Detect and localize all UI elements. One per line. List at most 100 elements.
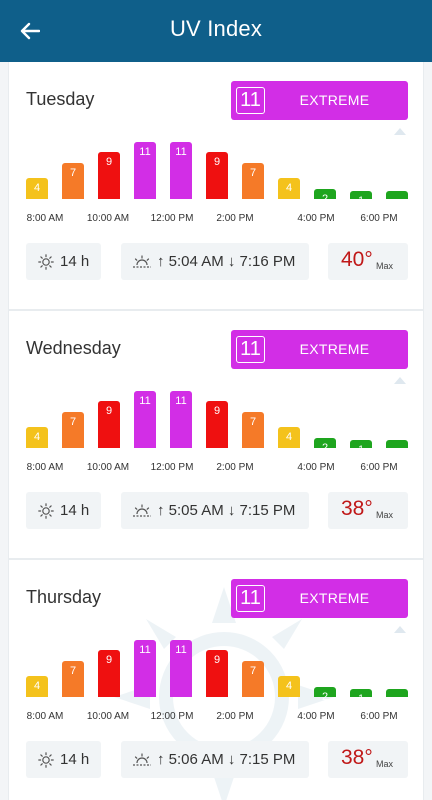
uv-bar (242, 411, 264, 448)
uv-bar (98, 401, 120, 448)
uv-bar-label: 9 (213, 405, 221, 418)
uv-bar (242, 660, 264, 697)
day-card-tuesday[interactable]: Tuesday 11 EXTREME 4 7 9 11 11 9 7 4 2 1 8:00 AM 10… (9, 62, 423, 311)
uv-hours-chip: 14 h (26, 492, 101, 529)
uv-bar (314, 188, 336, 199)
sunrise-sunset-value: ↑ 5:06 AM ↓ 7:15 PM (157, 751, 296, 768)
sun-icon (38, 503, 54, 519)
uv-bar (26, 427, 48, 448)
uv-bar (386, 440, 408, 448)
time-axis-label: 8:00 AM (26, 213, 64, 224)
sunrise-icon (133, 753, 151, 766)
uv-bar-label: 9 (213, 654, 221, 667)
uv-level-badge[interactable]: 11 EXTREME (231, 330, 408, 369)
uv-bar-label: 11 (175, 643, 187, 656)
uv-bar (62, 162, 84, 199)
max-temp-value: 40° (341, 248, 373, 271)
triangle-up-icon (394, 626, 406, 633)
time-axis-label: 8:00 AM (26, 711, 64, 722)
uv-bar (206, 401, 228, 448)
uv-bar (62, 411, 84, 448)
triangle-up-icon (394, 377, 406, 384)
uv-max-value: 11 (236, 336, 265, 363)
uv-bar (350, 191, 372, 199)
uv-level-label: EXTREME (299, 590, 370, 606)
uv-hours-value: 14 h (60, 751, 90, 768)
uv-bar-label: 9 (105, 405, 113, 418)
uv-bar-label: 1 (357, 693, 365, 705)
app-header: UV Index (0, 0, 432, 62)
uv-bar-label: 7 (249, 166, 257, 179)
time-axis-label: 10:00 AM (86, 711, 130, 722)
uv-bar (170, 390, 192, 448)
time-axis-label: 10:00 AM (86, 462, 130, 473)
time-axis-label: 12:00 PM (150, 213, 194, 224)
uv-bar (170, 639, 192, 697)
sunrise-sunset-value: ↑ 5:04 AM ↓ 7:16 PM (157, 253, 296, 270)
uv-level-badge[interactable]: 11 EXTREME (231, 579, 408, 618)
max-temp-label: Max (376, 510, 394, 520)
time-axis-label: 4:00 PM (297, 462, 335, 473)
uv-max-value: 11 (236, 87, 265, 114)
uv-bar-label: 1 (357, 195, 365, 207)
sunrise-sunset-chip: ↑ 5:06 AM ↓ 7:15 PM (121, 741, 309, 778)
uv-bar (26, 178, 48, 199)
uv-bar-label: 7 (69, 664, 77, 677)
sun-icon (38, 752, 54, 768)
uv-bar (98, 650, 120, 697)
uv-bar (314, 686, 336, 697)
uv-bar-label: 9 (105, 654, 113, 667)
uv-bar-label: 9 (105, 156, 113, 169)
card-divider (9, 309, 423, 311)
max-temp-label: Max (376, 759, 394, 769)
max-temp-chip: 40° Max (328, 243, 408, 280)
uv-bar-label: 4 (33, 680, 41, 693)
day-name: Thursday (26, 587, 102, 607)
uv-level-badge[interactable]: 11 EXTREME (231, 81, 408, 120)
uv-hourly-chart: 4 7 9 11 11 9 7 4 2 1 8:00 AM 10:00 AM 12:00 PM 2:00 … (9, 62, 423, 232)
sunrise-icon (133, 255, 151, 268)
uv-bar (62, 660, 84, 697)
uv-bar (26, 676, 48, 697)
uv-max-value: 11 (236, 585, 265, 612)
back-button[interactable] (12, 14, 48, 48)
uv-bar (278, 676, 300, 697)
uv-bar (134, 141, 156, 199)
page-title: UV Index (169, 16, 263, 41)
uv-bar (386, 689, 408, 697)
uv-bar-label: 2 (321, 441, 329, 454)
uv-bar-label: 4 (285, 431, 293, 444)
time-axis-label: 4:00 PM (297, 213, 335, 224)
arrow-left-icon (20, 22, 40, 40)
day-name: Wednesday (26, 338, 121, 358)
sun-icon (38, 254, 54, 270)
uv-hours-chip: 14 h (26, 243, 101, 280)
time-axis-label: 12:00 PM (150, 711, 194, 722)
time-axis-label: 8:00 AM (26, 462, 64, 473)
day-card-thursday[interactable]: Thursday 11 EXTREME 4 7 9 11 11 9 7 4 2 1 8:00 AM 1… (9, 560, 423, 800)
uv-bar-label: 4 (285, 680, 293, 693)
uv-bar-label: 11 (175, 394, 187, 407)
uv-hours-value: 14 h (60, 253, 90, 270)
day-name: Tuesday (26, 89, 95, 109)
uv-bar-label: 11 (175, 145, 187, 158)
day-list[interactable]: Tuesday 11 EXTREME 4 7 9 11 11 9 7 4 2 1 8:00 AM 10… (8, 62, 424, 800)
day-card-wednesday[interactable]: Wednesday 11 EXTREME 4 7 9 11 11 9 7 4 2 1 8:00 AM… (9, 311, 423, 560)
uv-bar (98, 152, 120, 199)
time-axis-label: 12:00 PM (150, 462, 194, 473)
time-axis-label: 2:00 PM (216, 711, 254, 722)
uv-bar-label: 11 (139, 643, 151, 656)
sunrise-sunset-chip: ↑ 5:05 AM ↓ 7:15 PM (121, 492, 309, 529)
time-axis-label: 2:00 PM (216, 213, 254, 224)
uv-bar (206, 650, 228, 697)
uv-hours-chip: 14 h (26, 741, 101, 778)
uv-bar (134, 639, 156, 697)
uv-bar (278, 178, 300, 199)
sunrise-icon (133, 504, 151, 517)
max-temp-chip: 38° Max (328, 492, 408, 529)
uv-bar (206, 152, 228, 199)
uv-bar (350, 440, 372, 448)
uv-bar-label: 7 (69, 415, 77, 428)
uv-bar-label: 9 (213, 156, 221, 169)
uv-bar-label: 2 (321, 690, 329, 703)
